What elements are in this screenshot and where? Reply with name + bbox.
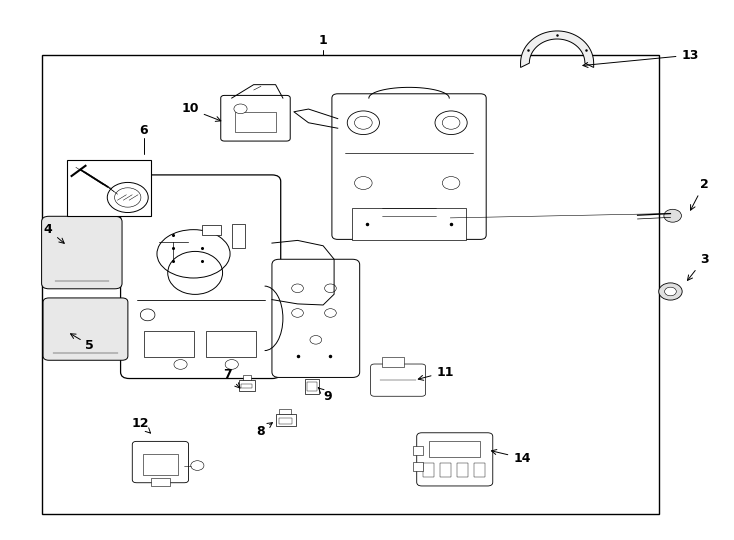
Circle shape <box>115 188 141 207</box>
Bar <box>382 357 404 367</box>
Circle shape <box>310 335 321 344</box>
Bar <box>424 463 434 477</box>
FancyBboxPatch shape <box>371 364 426 396</box>
Bar <box>243 375 252 380</box>
Bar <box>440 463 451 477</box>
Bar <box>457 463 468 477</box>
Bar <box>239 380 255 391</box>
Circle shape <box>324 284 336 293</box>
FancyBboxPatch shape <box>332 94 486 239</box>
Text: 2: 2 <box>691 178 708 210</box>
Bar <box>429 441 480 457</box>
Bar <box>203 225 221 235</box>
FancyBboxPatch shape <box>221 96 290 141</box>
Bar <box>206 331 256 357</box>
Text: 1: 1 <box>319 34 327 47</box>
Bar <box>305 379 319 394</box>
FancyBboxPatch shape <box>272 259 360 377</box>
Text: 5: 5 <box>70 334 94 352</box>
Circle shape <box>355 116 372 129</box>
FancyBboxPatch shape <box>120 175 280 379</box>
Bar <box>42 55 659 515</box>
FancyBboxPatch shape <box>417 433 493 486</box>
Bar <box>68 160 151 217</box>
Bar <box>307 382 316 391</box>
Text: 12: 12 <box>131 416 150 433</box>
FancyBboxPatch shape <box>132 441 189 483</box>
Bar <box>413 446 424 455</box>
Text: 4: 4 <box>44 223 65 244</box>
Circle shape <box>291 284 303 293</box>
Text: 8: 8 <box>256 423 272 437</box>
Bar <box>279 409 291 414</box>
Circle shape <box>435 111 467 134</box>
FancyBboxPatch shape <box>42 217 122 289</box>
Circle shape <box>291 309 303 318</box>
Text: 10: 10 <box>181 103 221 122</box>
Circle shape <box>443 116 460 129</box>
Circle shape <box>191 461 204 470</box>
Text: 13: 13 <box>583 49 699 68</box>
Bar <box>241 384 252 388</box>
Bar <box>474 463 484 477</box>
Bar <box>142 454 178 475</box>
Polygon shape <box>520 31 594 68</box>
Circle shape <box>658 283 682 300</box>
Bar <box>413 462 424 471</box>
Bar <box>144 331 194 357</box>
Text: 14: 14 <box>492 450 531 464</box>
Circle shape <box>443 177 460 190</box>
Text: 9: 9 <box>319 388 332 403</box>
Circle shape <box>664 210 681 222</box>
Text: 6: 6 <box>139 124 148 137</box>
FancyBboxPatch shape <box>43 298 128 360</box>
Circle shape <box>664 287 676 296</box>
Circle shape <box>107 183 148 213</box>
Bar <box>278 418 291 424</box>
Bar <box>275 414 296 426</box>
Text: 7: 7 <box>223 368 240 388</box>
Bar <box>236 112 275 132</box>
Text: 11: 11 <box>418 366 454 380</box>
Circle shape <box>355 177 372 190</box>
Bar <box>151 478 170 486</box>
Bar <box>352 208 465 240</box>
Bar <box>232 224 245 248</box>
Circle shape <box>324 309 336 318</box>
Text: 3: 3 <box>688 253 708 280</box>
Circle shape <box>234 104 247 113</box>
Circle shape <box>347 111 379 134</box>
